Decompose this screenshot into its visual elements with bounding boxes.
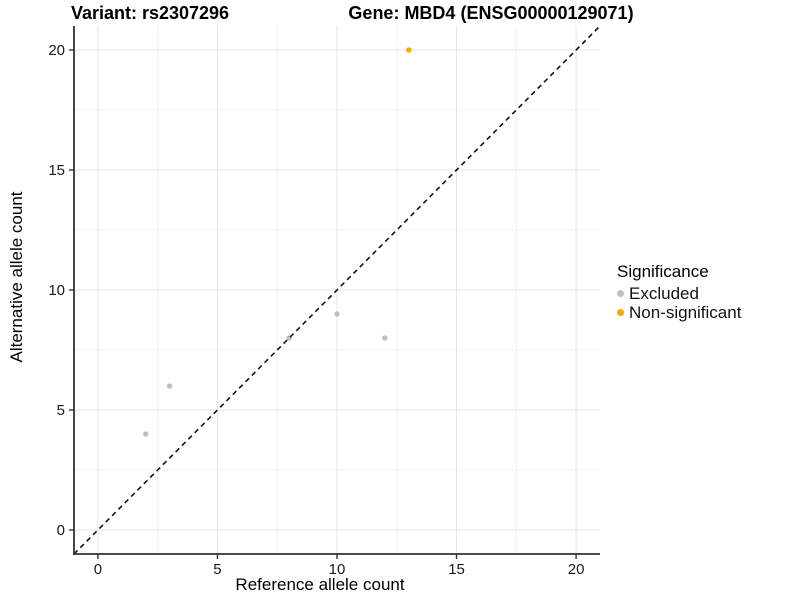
y-tick-label: 0 bbox=[57, 522, 65, 539]
legend-item-non-significant: Non-significant bbox=[617, 303, 741, 322]
legend-item-label: Non-significant bbox=[629, 302, 742, 322]
data-point-excluded bbox=[166, 383, 173, 389]
x-axis-label: Reference allele count bbox=[235, 575, 405, 594]
legend-title: Significance bbox=[617, 262, 709, 281]
x-tick-label: 20 bbox=[568, 561, 585, 578]
legend-dot-icon bbox=[617, 290, 624, 297]
legend: Significance Excluded Non-significant bbox=[617, 262, 741, 322]
y-tick-label: 5 bbox=[57, 402, 65, 419]
y-tick-label: 20 bbox=[48, 42, 65, 59]
x-tick-label: 0 bbox=[94, 561, 102, 578]
legend-dot-icon bbox=[617, 309, 624, 316]
x-tick-label: 15 bbox=[448, 561, 465, 578]
identity-line bbox=[73, 25, 601, 555]
x-tick-label: 5 bbox=[213, 561, 221, 578]
legend-item-label: Excluded bbox=[629, 283, 699, 303]
gene-title: Gene: MBD4 (ENSG00000129071) bbox=[348, 3, 634, 23]
legend-item-excluded: Excluded bbox=[617, 284, 741, 303]
legend-items: Excluded Non-significant bbox=[617, 284, 741, 322]
x-tick-label: 10 bbox=[329, 561, 346, 578]
y-tick-label: 10 bbox=[48, 282, 65, 299]
variant-title: Variant: rs2307296 bbox=[70, 3, 230, 23]
data-point-excluded bbox=[382, 335, 388, 341]
data-point-excluded bbox=[143, 431, 149, 437]
data-point-non-significant bbox=[406, 47, 412, 53]
data-point-excluded bbox=[334, 311, 340, 317]
y-tick-label: 15 bbox=[48, 162, 65, 179]
